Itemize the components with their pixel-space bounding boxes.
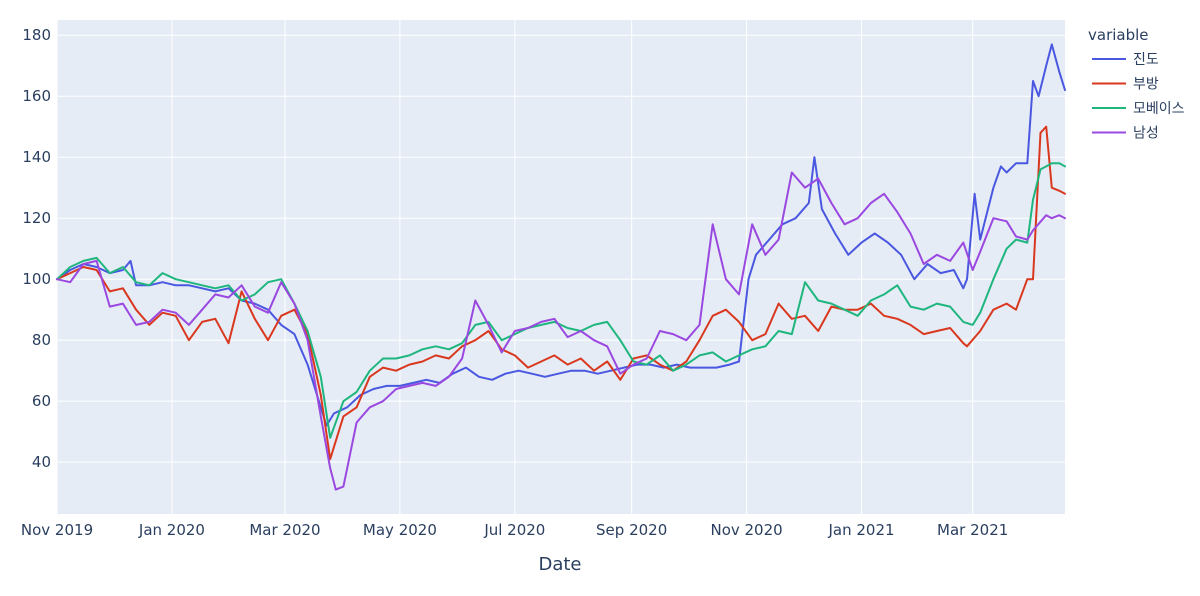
y-tick-label: 80 [32,331,51,349]
plot-background [57,20,1065,514]
legend-label: 모베이스 [1133,101,1185,117]
x-axis-title: Date [538,554,581,575]
x-tick-label: Nov 2019 [21,521,93,539]
legend-title: variable [1088,26,1149,44]
series-lines [56,43,1066,491]
y-tick-label: 40 [32,453,51,471]
legend-label: 부방 [1133,77,1159,93]
legend-label: 진도 [1133,52,1159,68]
x-tick-label: Mar 2020 [249,521,320,539]
y-tick-label: 60 [32,392,51,410]
x-tick-label: Nov 2020 [710,521,782,539]
x-axis-ticks: Nov 2019 Jan 2020 Mar 2020 May 2020 Jul 2020… [21,521,1008,539]
x-tick-label: May 2020 [363,521,437,539]
y-axis-ticks: 40 60 80 100 120 140 160 180 [22,26,51,471]
y-tick-label: 180 [22,26,51,44]
y-tick-label: 140 [22,148,51,166]
x-tick-label: Mar 2021 [937,521,1008,539]
legend-item[interactable]: 남성 [1092,126,1159,142]
y-tick-label: 120 [22,209,51,227]
series-line-3[interactable] [56,171,1066,491]
y-gridlines [57,34,1065,463]
series-line-2[interactable] [56,162,1066,439]
y-tick-label: 100 [22,270,51,288]
y-tick-label: 160 [22,87,51,105]
legend-item[interactable]: 모베이스 [1092,101,1185,117]
series-line-1[interactable] [56,125,1066,461]
legend-item[interactable]: 진도 [1092,52,1159,68]
legend-label: 남성 [1133,126,1159,142]
x-tick-label: Jul 2020 [483,521,545,539]
x-tick-label: Jan 2021 [827,521,894,539]
x-tick-label: Jan 2020 [138,521,205,539]
x-tick-label: Sep 2020 [596,521,667,539]
legend-item[interactable]: 부방 [1092,77,1159,93]
